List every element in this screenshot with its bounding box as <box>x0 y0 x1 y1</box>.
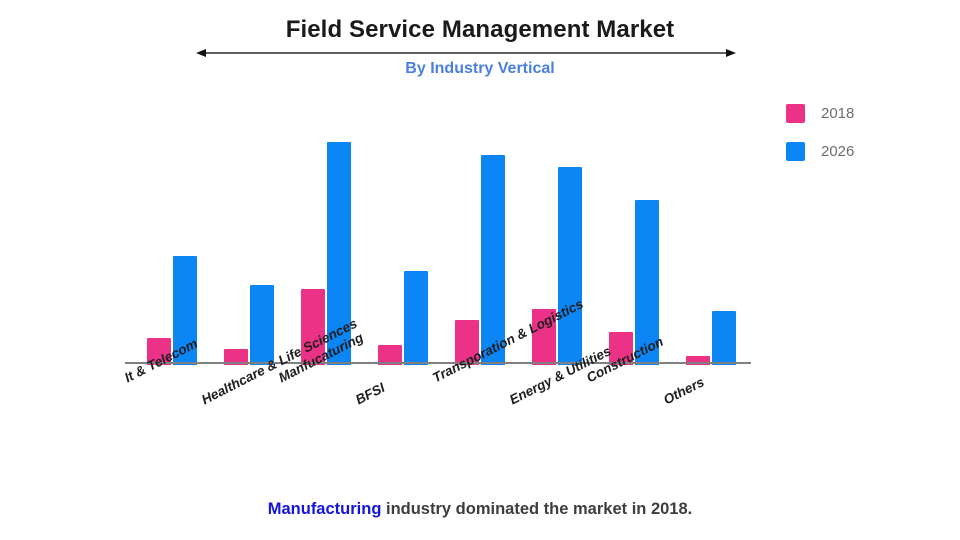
bar-2026-manfucaturing[interactable] <box>327 142 351 365</box>
x-tick-label: BFSI <box>352 380 387 408</box>
x-tick-label: Others <box>660 374 707 408</box>
bar-2026-healthcare-life-sciences[interactable] <box>250 284 274 365</box>
legend-item-2018[interactable]: 2018 <box>786 98 936 128</box>
bar-2018-manfucaturing[interactable] <box>301 289 325 365</box>
bar-2026-others[interactable] <box>712 311 736 365</box>
x-axis-line <box>125 362 751 364</box>
bar-2018-healthcare-life-sciences[interactable] <box>224 349 248 365</box>
bar-group <box>356 142 433 365</box>
legend-swatch-2026-icon <box>786 141 805 161</box>
bar-group <box>510 142 587 365</box>
bar-group <box>279 142 356 365</box>
bar-2026-construction[interactable] <box>635 199 659 365</box>
bar-group <box>433 142 510 365</box>
caption-rest: industry dominated the market in 2018. <box>381 500 693 518</box>
legend-label-2018: 2018 <box>821 104 855 122</box>
legend-swatch-2018-icon <box>786 103 805 123</box>
caption-highlight: Manufacturing <box>267 500 382 518</box>
legend-label-2026: 2026 <box>821 142 855 160</box>
bar-2018-construction[interactable] <box>609 331 633 365</box>
bar-2026-transporation-logistics[interactable] <box>481 155 505 365</box>
bar-group <box>664 142 741 365</box>
plot-area <box>125 140 750 365</box>
double-headed-arrow-icon <box>196 49 736 57</box>
chart-subtitle: By Industry Vertical <box>405 60 555 77</box>
bar-2018-it-telecom[interactable] <box>147 338 171 365</box>
bar-2026-it-telecom[interactable] <box>173 255 197 365</box>
page-title: Field Service Management Market <box>285 16 675 43</box>
legend-item-2026[interactable]: 2026 <box>786 136 936 166</box>
chart-legend: 2018 2026 <box>786 98 936 174</box>
bar-2018-others[interactable] <box>686 356 710 365</box>
bar-2026-bfsi[interactable] <box>404 271 428 365</box>
bar-2018-transporation-logistics[interactable] <box>455 320 479 365</box>
chart-caption: Manufacturing industry dominated the mar… <box>0 500 960 519</box>
bar-2026-energy-utilities[interactable] <box>558 166 582 365</box>
bar-2018-energy-utilities[interactable] <box>532 309 556 365</box>
bar-group <box>587 142 664 365</box>
bar-group <box>125 142 202 365</box>
bar-2018-bfsi[interactable] <box>378 344 402 365</box>
bar-group <box>202 142 279 365</box>
